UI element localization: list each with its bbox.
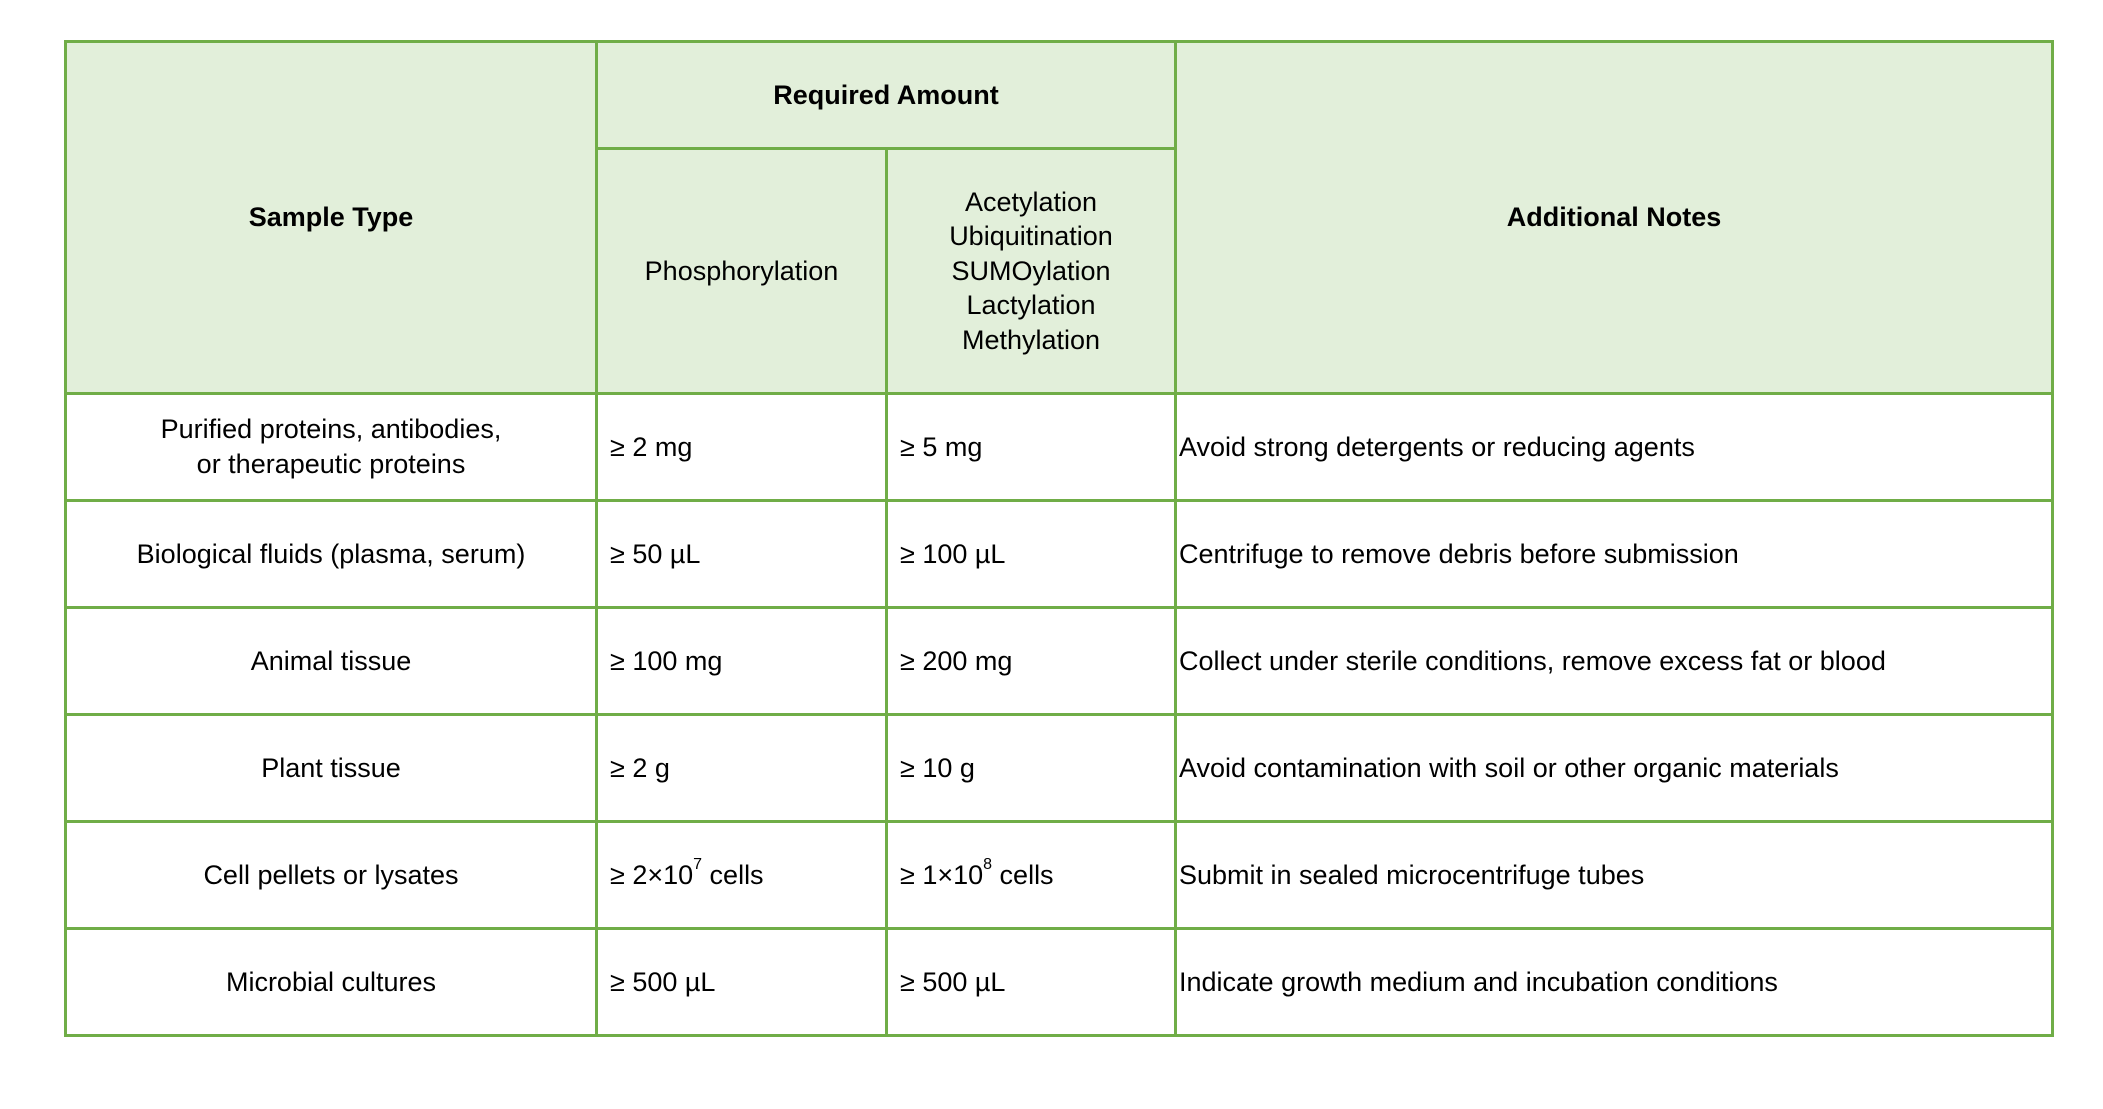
other-ptm-amount: ≥ 100 µL <box>885 499 1177 609</box>
ptm-label: Acetylation <box>964 186 1098 217</box>
sample-type-cell: Biological fluids (plasma, serum) <box>64 499 598 609</box>
sample-type-cell: Animal tissue <box>64 606 598 716</box>
table-row: Animal tissue ≥ 100 mg ≥ 200 mg Collect … <box>64 606 2054 716</box>
additional-note: Collect under sterile conditions, remove… <box>1174 606 2054 716</box>
phosphorylation-amount: ≥ 500 µL <box>595 927 888 1037</box>
phosphorylation-amount: ≥ 2 mg <box>595 392 888 502</box>
ptm-label: Methylation <box>961 324 1101 355</box>
ptm-label: Ubiquitination <box>949 221 1113 252</box>
header-phosphorylation: Phosphorylation <box>595 147 888 395</box>
sample-type-cell: Plant tissue <box>64 713 598 823</box>
table-row: Plant tissue ≥ 2 g ≥ 10 g Avoid contamin… <box>64 713 2054 823</box>
amount-unit: cells <box>992 859 1054 890</box>
sample-type-cell: Cell pellets or lysates <box>64 820 598 930</box>
phosphorylation-amount: ≥ 2 g <box>595 713 888 823</box>
additional-note: Avoid contamination with soil or other o… <box>1174 713 2054 823</box>
amount-exponent: 8 <box>983 855 993 873</box>
header-other-ptms: Acetylation Ubiquitination SUMOylation L… <box>885 147 1177 395</box>
sample-type-line: Purified proteins, antibodies, <box>160 414 502 445</box>
sample-requirements-table: Sample Type Required Amount Additional N… <box>64 40 2054 1037</box>
table-row: Purified proteins, antibodies, or therap… <box>64 392 2054 502</box>
additional-note: Centrifuge to remove debris before submi… <box>1174 499 2054 609</box>
sample-type-cell: Microbial cultures <box>64 927 598 1037</box>
other-ptm-amount: ≥ 200 mg <box>885 606 1177 716</box>
amount-unit: cells <box>702 859 764 890</box>
table-row: Cell pellets or lysates ≥ 2×107 cells ≥ … <box>64 820 2054 930</box>
other-ptm-amount: ≥ 10 g <box>885 713 1177 823</box>
header-required-amount: Required Amount <box>595 40 1177 150</box>
sample-type-cell: Purified proteins, antibodies, or therap… <box>64 392 598 502</box>
table-row: Biological fluids (plasma, serum) ≥ 50 µ… <box>64 499 2054 609</box>
additional-note: Avoid strong detergents or reducing agen… <box>1174 392 2054 502</box>
amount-exponent: 7 <box>693 855 703 873</box>
phosphorylation-amount: ≥ 50 µL <box>595 499 888 609</box>
header-sample-type: Sample Type <box>64 40 598 395</box>
amount-base: ≥ 1×10 <box>900 859 984 890</box>
other-ptm-amount: ≥ 1×108 cells <box>885 820 1177 930</box>
table-row: Microbial cultures ≥ 500 µL ≥ 500 µL Ind… <box>64 927 2054 1037</box>
additional-note: Indicate growth medium and incubation co… <box>1174 927 2054 1037</box>
sample-type-line: or therapeutic proteins <box>196 449 466 479</box>
ptm-label: SUMOylation <box>951 255 1111 286</box>
phosphorylation-amount: ≥ 2×107 cells <box>595 820 888 930</box>
phosphorylation-amount: ≥ 100 mg <box>595 606 888 716</box>
additional-note: Submit in sealed microcentrifuge tubes <box>1174 820 2054 930</box>
other-ptm-amount: ≥ 5 mg <box>885 392 1177 502</box>
header-additional-notes: Additional Notes <box>1174 40 2054 395</box>
ptm-label: Lactylation <box>966 290 1096 321</box>
amount-base: ≥ 2×10 <box>610 859 694 890</box>
other-ptm-amount: ≥ 500 µL <box>885 927 1177 1037</box>
